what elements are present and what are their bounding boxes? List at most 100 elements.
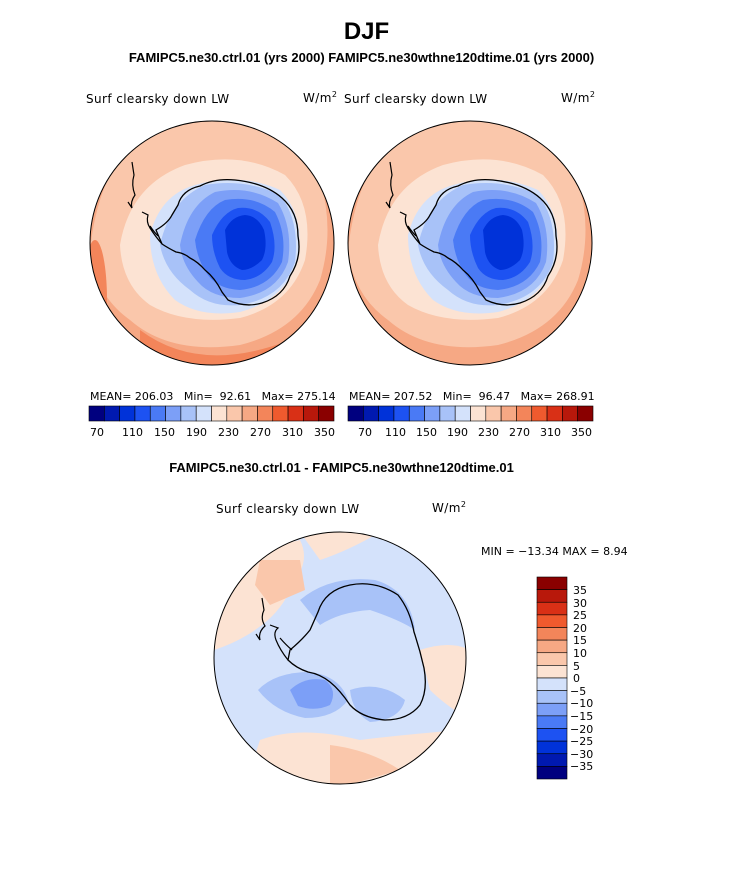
diff-colorbar-tick-label: 30 [573, 596, 587, 610]
colorbar-swatch [393, 405, 410, 422]
colorbar-swatch [536, 677, 568, 691]
colorbar-swatch [303, 405, 319, 422]
colorbar-swatch [363, 405, 379, 422]
colorbar-tick-label: 70 [358, 426, 372, 439]
diff-colorbar-labels: 35 30 25 20 15 10 5 0 −5 −10 −15 −20 −25… [570, 584, 610, 774]
colorbar-swatch [536, 690, 568, 704]
colorbar-swatch [536, 589, 568, 603]
colorbar-tick-label: 110 [385, 426, 406, 439]
colorbar-swatch [536, 614, 568, 628]
panel1-colorbar-labels: 70 110 150 190 230 270 310 350 [89, 426, 335, 440]
diff-variable-label: Surf clearsky down LW [216, 502, 360, 516]
colorbar-swatch [257, 405, 274, 422]
colorbar-swatch [134, 405, 151, 422]
diff-antarctica-coastline [287, 583, 426, 721]
panel2-map-border [347, 120, 593, 366]
colorbar-swatch [516, 405, 533, 422]
panel1-antarctica-coastline [155, 178, 300, 306]
colorbar-swatch [485, 405, 502, 422]
diff-map-border [213, 531, 467, 785]
diff-colorbar-tick-label: −5 [570, 684, 587, 698]
colorbar-swatch [454, 405, 471, 422]
diff-units: W/m2 [432, 500, 467, 515]
colorbar-tick-label: 350 [571, 426, 592, 439]
diff-colorbar-tick-label: −15 [570, 710, 594, 723]
colorbar-swatch [408, 405, 425, 422]
colorbar-swatch [536, 576, 568, 590]
panel2-antarctica-coastline [413, 178, 558, 306]
colorbar-tick-label: 270 [509, 426, 530, 439]
colorbar-swatch [562, 405, 578, 422]
colorbar-swatch [195, 405, 212, 422]
colorbar-swatch [104, 405, 120, 422]
panel1-peninsula-outline [141, 211, 163, 245]
colorbar-swatch [536, 702, 568, 717]
figure-title: DJF [343, 18, 390, 45]
colorbar-swatch [536, 652, 568, 666]
diff-colorbar-tick-label: 25 [573, 609, 587, 623]
diff-colorbar [536, 576, 568, 780]
diff-colorbar-tick-label: 15 [573, 634, 587, 648]
colorbar-swatch [149, 405, 166, 422]
panel1-map [90, 121, 334, 365]
panel1-units: W/m2 [303, 90, 338, 105]
colorbar-tick-label: 310 [282, 426, 303, 439]
colorbar-swatch [439, 405, 456, 422]
diff-colorbar-tick-label: −35 [570, 760, 594, 774]
diff-stats: MIN = −13.34 MAX = 8.94 [481, 545, 628, 558]
panel2-stats: MEAN= 207.52 Min= 96.47 Max= 268.91 [349, 390, 595, 403]
colorbar-swatch [318, 405, 335, 422]
panel2-variable-label: Surf clearsky down LW [344, 92, 488, 106]
panel2-units: W/m2 [561, 90, 596, 105]
diff-colorbar-tick-label: −30 [570, 747, 594, 761]
colorbar-swatch [378, 405, 395, 422]
diff-title: FAMIPC5.ne30.ctrl.01 - FAMIPC5.ne30wthne… [169, 460, 514, 475]
colorbar-swatch [536, 665, 568, 679]
colorbar-tick-label: 110 [122, 426, 143, 439]
colorbar-tick-label: 150 [416, 426, 437, 439]
diff-colorbar-tick-label: 10 [573, 647, 587, 660]
diff-colorbar-tick-label: −20 [570, 722, 594, 736]
colorbar-swatch [424, 405, 441, 422]
diff-colorbar-tick-label: 0 [573, 672, 580, 686]
panel2-peninsula-outline [399, 211, 421, 245]
colorbar-swatch [500, 405, 517, 422]
colorbar-swatch [241, 405, 258, 422]
colorbar-tick-label: 230 [218, 426, 239, 439]
colorbar-swatch [577, 405, 594, 422]
diff-colorbar-tick-label: −10 [570, 697, 594, 711]
diff-peninsula-outline [269, 624, 293, 661]
colorbar-swatch [347, 405, 364, 422]
colorbar-swatch [536, 740, 568, 755]
panel1-variable-label: Surf clearsky down LW [86, 92, 230, 106]
colorbar-tick-label: 70 [90, 426, 104, 439]
colorbar-tick-label: 190 [186, 426, 207, 439]
diff-south-america-outline [255, 597, 266, 641]
colorbar-swatch [536, 601, 568, 616]
colorbar-swatch [536, 639, 568, 654]
colorbar-tick-label: 310 [540, 426, 561, 439]
colorbar-swatch [165, 405, 182, 422]
diff-colorbar-tick-label: 20 [573, 621, 587, 635]
panel1-stats: MEAN= 206.03 Min= 92.61 Max= 275.14 [90, 390, 336, 403]
diff-colorbar-tick-label: 35 [573, 584, 587, 597]
panel2-colorbar [347, 405, 594, 422]
panel2-south-america-outline [385, 161, 394, 209]
colorbar-swatch [287, 405, 304, 422]
colorbar-tick-label: 350 [314, 426, 335, 439]
panel2-map [348, 121, 592, 365]
colorbar-tick-label: 150 [154, 426, 175, 439]
panel1-south-america-outline [127, 161, 136, 209]
panel1-map-border [89, 120, 335, 366]
panel1-colorbar [88, 405, 335, 422]
colorbar-swatch [119, 405, 136, 422]
colorbar-swatch [536, 728, 568, 742]
colorbar-tick-label: 230 [478, 426, 499, 439]
colorbar-swatch [536, 753, 568, 767]
colorbar-swatch [272, 405, 289, 422]
colorbar-swatch [536, 627, 568, 641]
colorbar-swatch [536, 766, 568, 780]
panel2-colorbar-labels: 70 110 150 190 230 270 310 350 [348, 426, 592, 440]
colorbar-swatch [470, 405, 487, 422]
